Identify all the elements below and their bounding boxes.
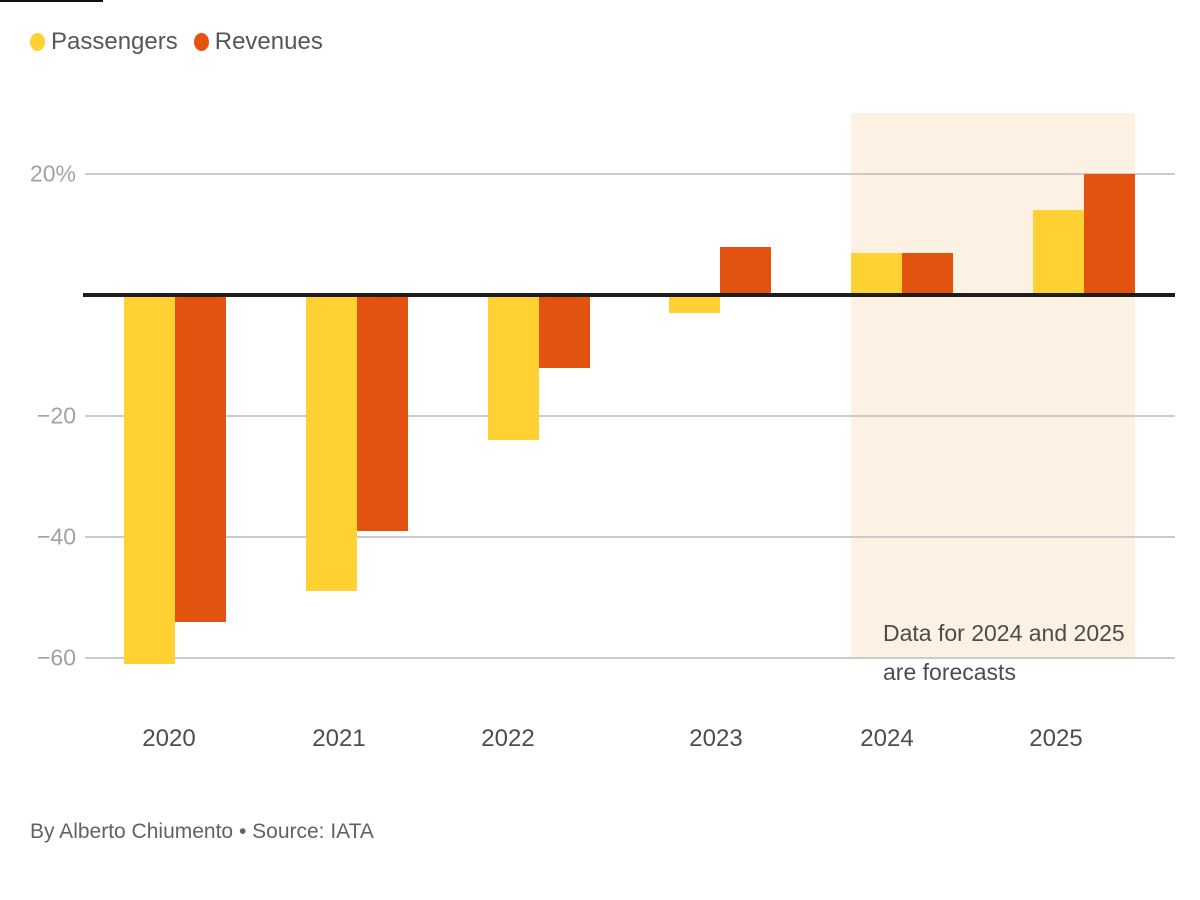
bar-revenues-2022 <box>539 295 590 368</box>
y-tick-label--20: −20 <box>36 402 76 429</box>
zero-axis-line <box>83 293 1175 297</box>
y-tick-label--40: −40 <box>36 523 76 550</box>
bar-revenues-2025 <box>1084 174 1135 295</box>
bar-passengers-2023 <box>669 295 720 313</box>
bar-passengers-2020 <box>124 295 175 664</box>
x-label-2023: 2023 <box>689 725 743 752</box>
legend-item-passengers: Passengers <box>30 28 178 56</box>
bar-revenues-2024 <box>902 253 953 295</box>
x-label-2022: 2022 <box>481 725 535 752</box>
bar-passengers-2021 <box>306 295 357 591</box>
bar-revenues-2021 <box>357 295 408 531</box>
y-tick-label-20: 20% <box>29 160 76 187</box>
gridline--40 <box>85 536 1175 538</box>
x-label-2025: 2025 <box>1029 725 1083 752</box>
forecast-annotation-line1: Data for 2024 and 2025 <box>883 620 1125 646</box>
x-label-2021: 2021 <box>312 725 366 752</box>
legend-item-revenues: Revenues <box>193 28 323 56</box>
gridline--20 <box>85 415 1175 417</box>
forecast-annotation-line2: are forecasts <box>883 659 1016 685</box>
top-left-artifact-line <box>0 0 103 2</box>
legend-label: Passengers <box>51 28 178 55</box>
y-tick-label--60: −60 <box>36 644 76 671</box>
passengers-legend-dot-icon <box>30 33 45 51</box>
bar-passengers-2025 <box>1033 210 1084 295</box>
forecast-annotation: Data for 2024 and 2025 are forecasts <box>883 614 1125 692</box>
x-label-2020: 2020 <box>142 725 196 752</box>
bar-revenues-2023 <box>720 247 771 295</box>
gridline-20 <box>85 173 1175 175</box>
bar-revenues-2020 <box>175 295 226 622</box>
legend-label: Revenues <box>214 28 323 55</box>
gridline--60 <box>85 657 1175 659</box>
source-byline: By Alberto Chiumento • Source: IATA <box>30 820 374 843</box>
revenues-legend-dot-icon <box>193 33 209 51</box>
chart-legend: Passengers Revenues <box>30 28 339 56</box>
bar-passengers-2022 <box>488 295 539 440</box>
x-label-2024: 2024 <box>860 725 914 752</box>
bar-passengers-2024 <box>851 253 902 295</box>
